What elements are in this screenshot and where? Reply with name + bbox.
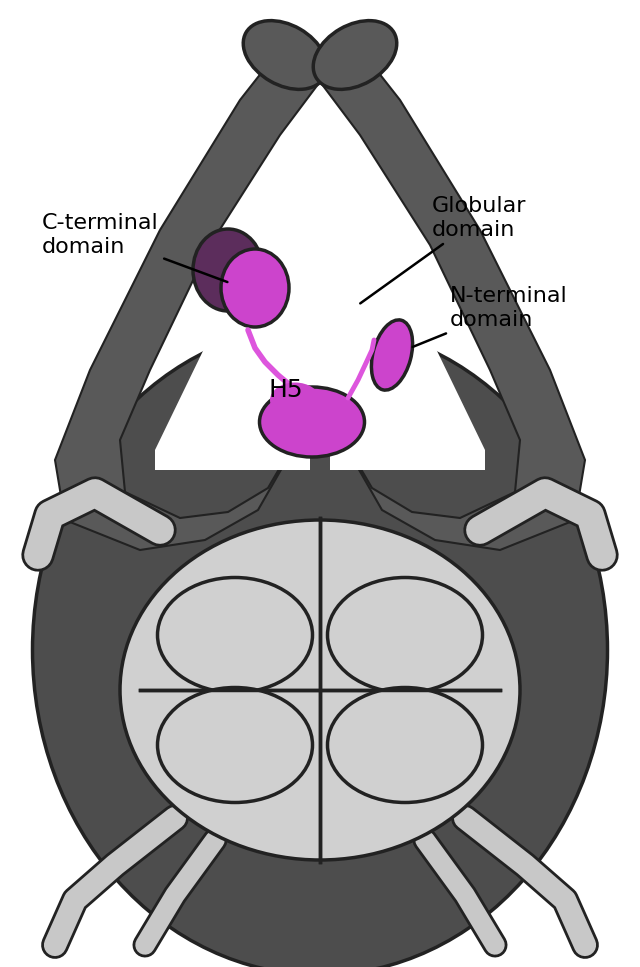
Ellipse shape bbox=[157, 577, 312, 692]
Ellipse shape bbox=[313, 20, 397, 89]
Ellipse shape bbox=[157, 688, 312, 803]
Ellipse shape bbox=[270, 383, 320, 418]
Polygon shape bbox=[315, 30, 585, 550]
Polygon shape bbox=[55, 30, 325, 550]
Ellipse shape bbox=[259, 387, 365, 457]
Ellipse shape bbox=[33, 325, 607, 967]
Ellipse shape bbox=[371, 320, 413, 390]
Ellipse shape bbox=[193, 229, 263, 311]
Ellipse shape bbox=[328, 577, 483, 692]
Ellipse shape bbox=[243, 20, 327, 89]
Ellipse shape bbox=[120, 520, 520, 860]
Text: Globular
domain: Globular domain bbox=[360, 196, 527, 304]
Text: H5: H5 bbox=[268, 378, 303, 402]
Text: C-terminal
domain: C-terminal domain bbox=[42, 214, 227, 282]
Ellipse shape bbox=[328, 688, 483, 803]
Ellipse shape bbox=[221, 249, 289, 327]
Polygon shape bbox=[155, 130, 485, 470]
Text: N-terminal
domain: N-terminal domain bbox=[413, 286, 568, 347]
